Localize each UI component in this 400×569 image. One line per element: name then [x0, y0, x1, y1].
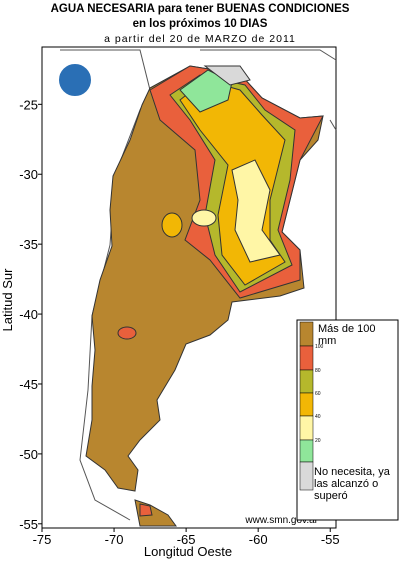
legend-level: 80: [315, 368, 321, 374]
y-tick-label: -45: [19, 377, 38, 392]
y-tick-label: -35: [19, 237, 38, 252]
y-axis-label: Latitud Sur: [0, 268, 15, 332]
website: www.smn.gov.ar: [244, 515, 318, 526]
spot: [191, 209, 217, 227]
legend-swatch: [299, 392, 314, 417]
y-tick-label: -50: [19, 447, 38, 462]
ne-yellow: [231, 159, 281, 263]
x-tick-label: -75: [33, 532, 52, 547]
geography: [57, 49, 337, 527]
y-tick-label: -25: [19, 97, 38, 112]
legend-level: 40: [315, 414, 321, 420]
subtitle: en los próximos 10 DIAS: [133, 18, 268, 30]
x-axis-label: Longitud Oeste: [144, 544, 232, 559]
x-tick-label: -55: [321, 532, 340, 547]
legend-box: [296, 319, 399, 521]
ne-gray: [203, 65, 251, 86]
y-tick-label: -40: [19, 307, 38, 322]
logo: [57, 62, 93, 98]
date-line: a partir del 20 de MARZO de 2011: [104, 33, 296, 45]
legend-swatch: [299, 415, 314, 441]
legend-swatch: [299, 345, 314, 371]
legend-level: 100: [315, 344, 324, 350]
legend-swatch: [299, 321, 314, 347]
legend-top-label: Más de 100 mm: [318, 323, 376, 347]
legend-level: 60: [315, 391, 321, 397]
tdf-red: [139, 503, 153, 517]
spot: [161, 212, 183, 238]
legend-swatch: [299, 369, 314, 394]
x-tick-label: -65: [177, 532, 196, 547]
title: AGUA NECESARIA para tener BUENAS CONDICI…: [51, 3, 350, 15]
spot: [117, 326, 137, 340]
legend-swatch: [299, 439, 314, 463]
ne-green: [179, 69, 233, 113]
x-tick-label: -70: [105, 532, 124, 547]
y-tick-label: -55: [19, 517, 38, 532]
y-tick-label: -30: [19, 167, 38, 182]
neighbors: [60, 49, 337, 521]
legend-swatch: [299, 461, 314, 491]
legend-bottom-label: No necesita, ya las alcanzó o superó: [314, 466, 390, 502]
x-tick-label: -60: [249, 532, 268, 547]
legend-level: 20: [315, 438, 321, 444]
